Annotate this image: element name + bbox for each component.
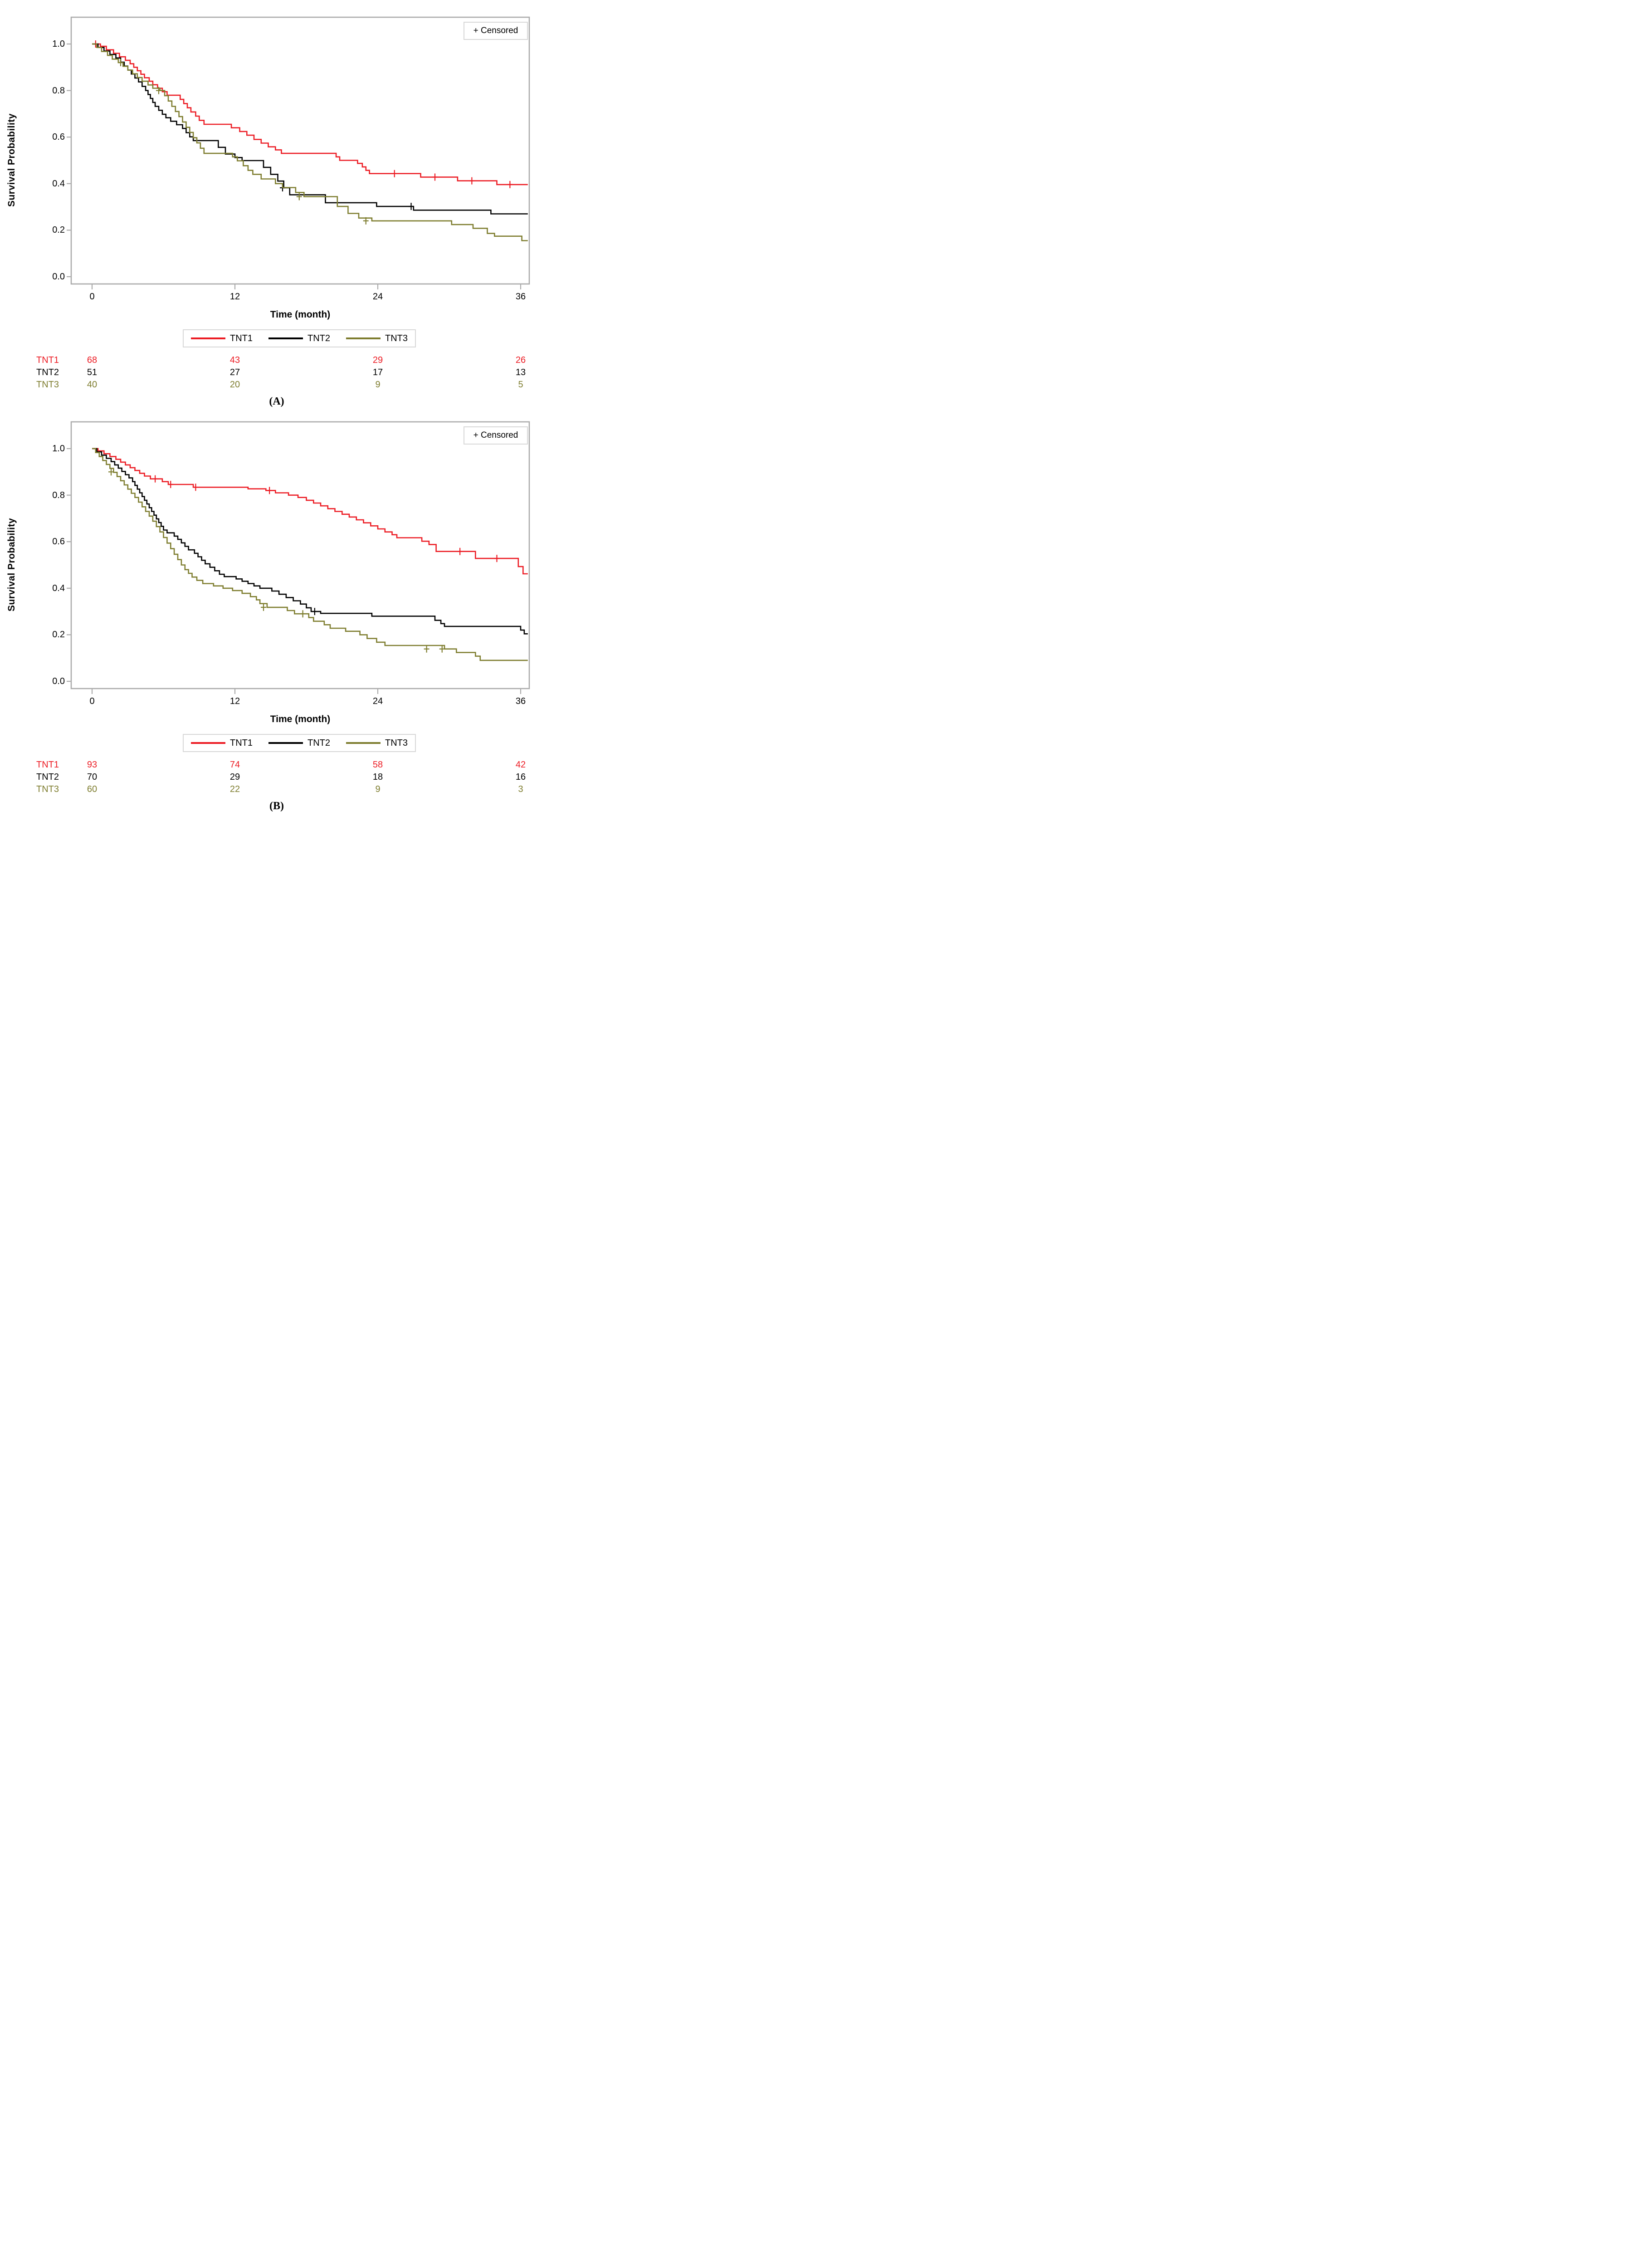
- censored-legend: + Censored: [464, 426, 528, 445]
- x-tick-label: 24: [372, 292, 383, 302]
- legend-label: TNT2: [307, 333, 330, 343]
- risk-row-tnt1: TNT1 93 74 58 42: [0, 759, 543, 770]
- y-tick-label: 0.4: [52, 179, 65, 189]
- risk-value: 40: [87, 380, 98, 390]
- x-tick-label: 24: [372, 696, 383, 706]
- legend-item-tnt2: TNT2: [268, 333, 330, 344]
- risk-value: 43: [229, 355, 240, 365]
- risk-value: 20: [229, 380, 240, 390]
- survival-curve-tnt2: [92, 43, 528, 215]
- y-axis-title: Survival Probability: [6, 518, 17, 612]
- risk-row-label: TNT1: [36, 760, 59, 770]
- risk-value: 26: [515, 355, 526, 365]
- tnt1-line-swatch: [191, 742, 225, 744]
- x-tick-label: 12: [229, 292, 240, 302]
- km-plot-a: [67, 16, 530, 289]
- y-axis-title: Survival Probability: [6, 113, 17, 207]
- x-axis-title: Time (month): [270, 714, 331, 724]
- risk-value: 13: [515, 367, 526, 377]
- risk-row-tnt2: TNT2 70 29 18 16: [0, 772, 543, 782]
- risk-value: 22: [229, 784, 240, 794]
- risk-value: 93: [87, 760, 98, 770]
- tnt2-line-swatch: [268, 742, 303, 744]
- legend-item-tnt2: TNT2: [268, 738, 330, 748]
- x-tick-label: 0: [89, 696, 95, 706]
- legend-label: TNT3: [385, 738, 408, 748]
- legend-item-tnt3: TNT3: [346, 738, 408, 748]
- plot-frame: [70, 421, 530, 689]
- x-axis-title: Time (month): [270, 309, 331, 320]
- y-tick-label: 0.8: [52, 86, 65, 96]
- y-tick-label: 0.0: [52, 676, 65, 686]
- tnt2-line-swatch: [268, 337, 303, 339]
- risk-value: 3: [518, 784, 523, 794]
- risk-row-tnt2: TNT2 51 27 17 13: [0, 367, 543, 378]
- survival-curve-tnt3: [92, 448, 528, 661]
- tnt3-line-swatch: [346, 742, 381, 744]
- panel-a: Survival Probability 1.0 0.8 0.6 0.4 0.2…: [0, 0, 543, 407]
- legend-item-tnt1: TNT1: [191, 333, 253, 344]
- risk-value: 60: [87, 784, 98, 794]
- survival-curve-tnt1: [92, 448, 528, 575]
- risk-value: 51: [87, 367, 98, 377]
- survival-curve-tnt2: [92, 448, 528, 635]
- survival-curve-tnt3: [92, 43, 528, 241]
- risk-value: 29: [229, 772, 240, 782]
- risk-value: 58: [372, 760, 383, 770]
- censored-legend: + Censored: [464, 22, 528, 40]
- km-plot-b: [67, 421, 530, 694]
- legend-item-tnt3: TNT3: [346, 333, 408, 344]
- risk-value: 29: [372, 355, 383, 365]
- legend: TNT1 TNT2 TNT3: [183, 329, 416, 347]
- legend-label: TNT1: [230, 738, 253, 748]
- risk-value: 27: [229, 367, 240, 377]
- y-tick-label: 0.8: [52, 490, 65, 500]
- risk-row-label: TNT3: [36, 380, 59, 390]
- y-tick-label: 0.6: [52, 132, 65, 142]
- y-tick-label: 0.6: [52, 537, 65, 547]
- risk-row-label: TNT3: [36, 784, 59, 794]
- risk-row-tnt1: TNT1 68 43 29 26: [0, 355, 543, 366]
- x-tick-label: 0: [89, 292, 95, 302]
- legend-label: TNT2: [307, 738, 330, 748]
- survival-curve-tnt1: [92, 43, 528, 186]
- risk-value: 70: [87, 772, 98, 782]
- y-tick-label: 1.0: [52, 444, 65, 454]
- plot-frame: [70, 16, 530, 285]
- risk-value: 42: [515, 760, 526, 770]
- y-tick-label: 0.2: [52, 225, 65, 235]
- tnt1-line-swatch: [191, 337, 225, 339]
- risk-row-label: TNT2: [36, 367, 59, 377]
- panel-b: Survival Probability 1.0 0.8 0.6 0.4 0.2…: [0, 405, 543, 818]
- risk-row-tnt3: TNT3 60 22 9 3: [0, 784, 543, 795]
- legend-item-tnt1: TNT1: [191, 738, 253, 748]
- risk-value: 68: [87, 355, 98, 365]
- tnt3-line-swatch: [346, 337, 381, 339]
- censored-label: + Censored: [473, 430, 518, 440]
- panel-a-caption: (A): [269, 396, 284, 407]
- legend-label: TNT1: [230, 333, 253, 343]
- risk-value: 16: [515, 772, 526, 782]
- x-tick-label: 12: [229, 696, 240, 706]
- risk-value: 5: [518, 380, 523, 390]
- legend: TNT1 TNT2 TNT3: [183, 734, 416, 752]
- x-tick-label: 36: [515, 696, 526, 706]
- y-tick-label: 0.2: [52, 630, 65, 640]
- panel-b-caption: (B): [269, 800, 284, 812]
- risk-value: 9: [375, 784, 381, 794]
- y-tick-label: 0.0: [52, 272, 65, 282]
- risk-value: 74: [229, 760, 240, 770]
- y-tick-label: 1.0: [52, 39, 65, 49]
- risk-row-label: TNT2: [36, 772, 59, 782]
- censored-label: + Censored: [473, 26, 518, 35]
- risk-row-label: TNT1: [36, 355, 59, 365]
- risk-value: 18: [372, 772, 383, 782]
- y-tick-label: 0.4: [52, 583, 65, 593]
- x-tick-label: 36: [515, 292, 526, 302]
- legend-label: TNT3: [385, 333, 408, 343]
- figure-page: Survival Probability 1.0 0.8 0.6 0.4 0.2…: [0, 0, 543, 818]
- risk-row-tnt3: TNT3 40 20 9 5: [0, 379, 543, 390]
- risk-value: 17: [372, 367, 383, 377]
- risk-value: 9: [375, 380, 381, 390]
